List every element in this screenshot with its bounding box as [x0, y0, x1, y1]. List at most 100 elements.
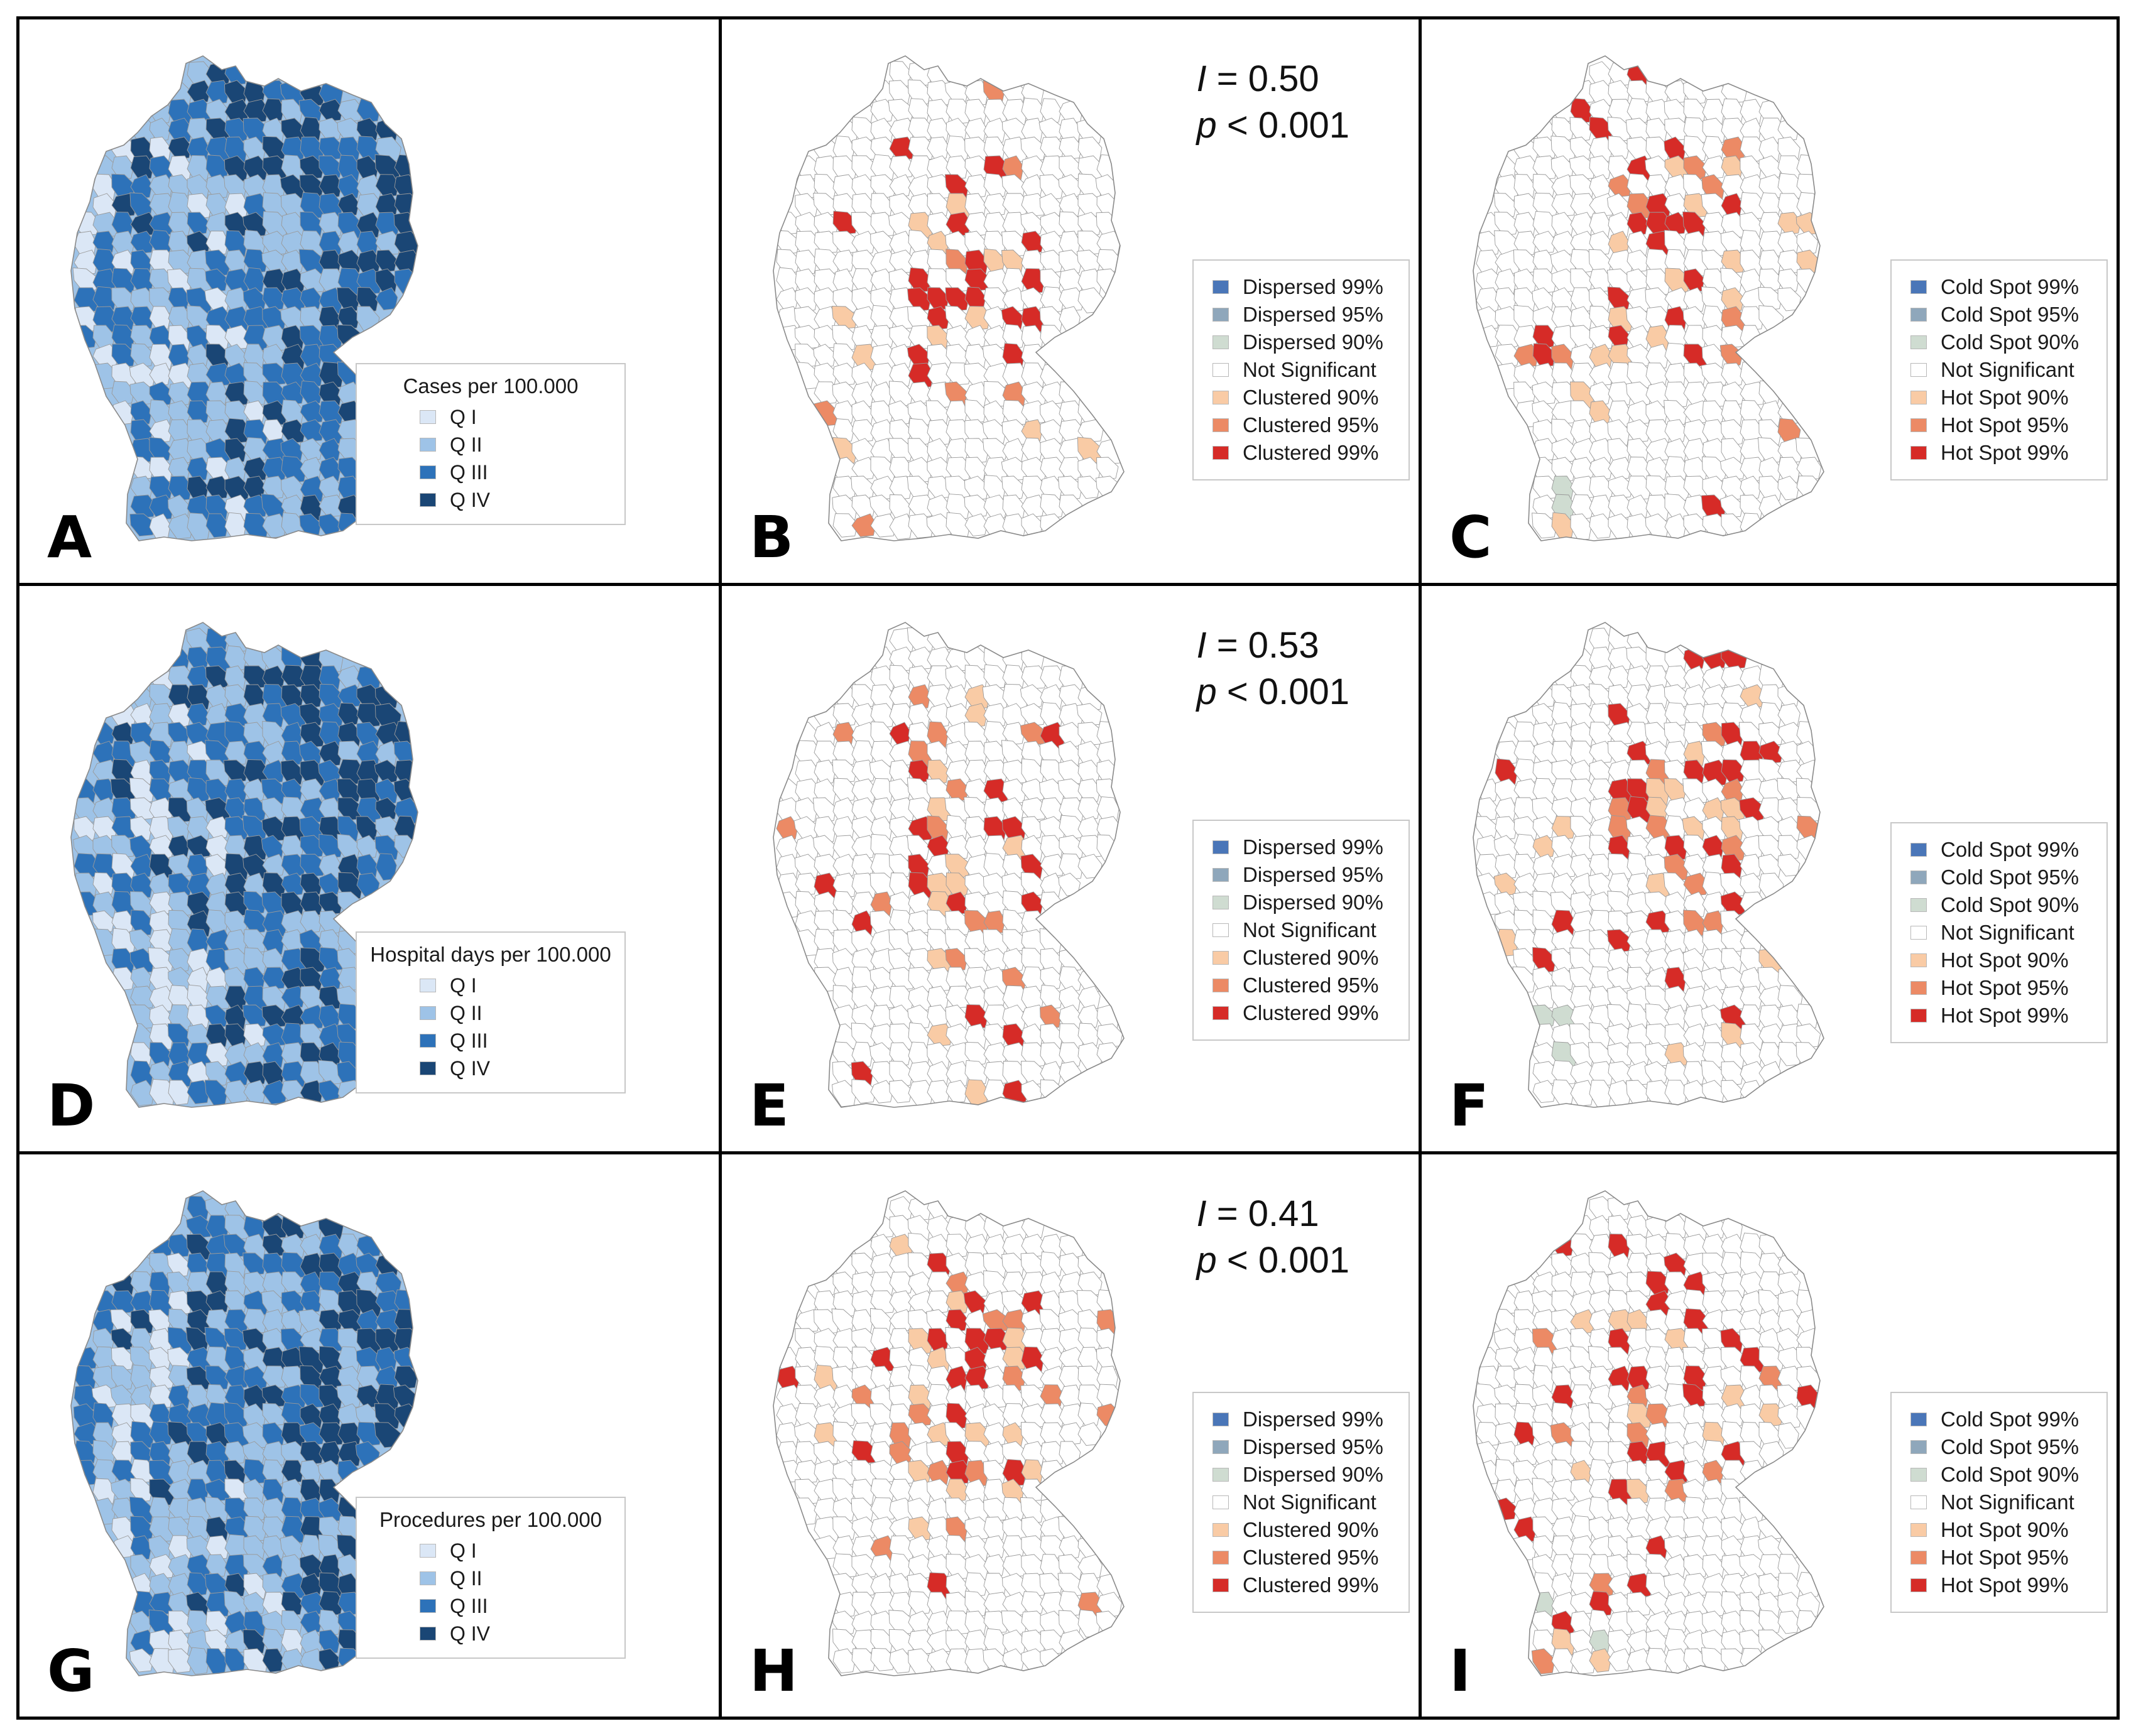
legend-label: Dispersed 95%	[1243, 303, 1383, 326]
district	[1683, 1061, 1706, 1086]
district	[149, 306, 171, 330]
district	[319, 381, 342, 407]
legend-label: Hot Spot 95%	[1941, 1546, 2069, 1569]
district	[832, 400, 855, 425]
legend-item: Dispersed 90%	[1212, 889, 1409, 916]
legend-swatch	[1212, 1440, 1229, 1454]
district	[298, 99, 323, 122]
district-cells	[773, 56, 1124, 541]
district	[1495, 854, 1518, 879]
district	[983, 948, 1008, 971]
district	[1551, 967, 1575, 991]
district	[1683, 1422, 1706, 1449]
district	[776, 1403, 798, 1427]
district	[1721, 287, 1745, 312]
district	[1077, 778, 1101, 803]
legend-title: Hospital days per 100.000	[370, 943, 611, 966]
legend-swatch	[1910, 926, 1927, 940]
legend-swatch	[1212, 923, 1229, 937]
district	[927, 1460, 950, 1486]
district	[1551, 684, 1574, 708]
district	[1040, 948, 1063, 975]
district	[1606, 268, 1633, 293]
district	[1627, 1252, 1650, 1278]
district	[1570, 1460, 1592, 1484]
germany-choropleth	[70, 55, 422, 541]
panel-letter: I	[1449, 1637, 1471, 1705]
district	[243, 381, 267, 406]
district	[832, 1497, 856, 1522]
district	[1021, 797, 1048, 821]
district	[1002, 797, 1025, 823]
district	[337, 306, 360, 330]
legend-label: Clustered 90%	[1243, 386, 1379, 409]
district	[1702, 99, 1725, 126]
district	[187, 155, 210, 182]
district	[168, 1234, 191, 1258]
district	[1077, 212, 1102, 237]
district	[851, 1648, 876, 1672]
district	[261, 797, 286, 822]
district	[1777, 1384, 1800, 1408]
district	[300, 268, 327, 293]
i-symbol: I	[1196, 1193, 1207, 1234]
district	[1570, 513, 1592, 541]
district	[1683, 872, 1709, 896]
legend-item: Hot Spot 95%	[1910, 974, 2106, 1002]
legend-title: Procedures per 100.000	[379, 1508, 602, 1531]
legend-swatch	[1910, 1523, 1927, 1537]
legend-label: Cold Spot 95%	[1941, 303, 2079, 326]
district	[187, 174, 210, 200]
district	[205, 174, 230, 199]
p-value: < 0.001	[1226, 105, 1349, 146]
legend-swatch	[1910, 418, 1927, 432]
district	[243, 1592, 266, 1615]
district	[92, 872, 115, 896]
district	[851, 1079, 876, 1104]
legend-label: Dispersed 99%	[1243, 835, 1383, 859]
district	[1059, 1422, 1083, 1445]
legend-item-q4: Q IV	[357, 1055, 624, 1092]
i-value: = 0.53	[1216, 625, 1319, 666]
p-value-line: p < 0.001	[1196, 1237, 1349, 1284]
legend-item-q2: Q II	[357, 1565, 624, 1592]
district	[130, 400, 153, 426]
district	[1532, 816, 1555, 839]
district	[982, 419, 1006, 445]
district	[869, 1308, 892, 1333]
district	[129, 1648, 154, 1673]
district	[1664, 1347, 1686, 1372]
district	[1664, 722, 1687, 748]
district	[908, 684, 931, 710]
district	[1664, 815, 1686, 840]
district	[300, 1610, 322, 1634]
legend-label: Q II	[450, 1001, 482, 1024]
district	[888, 438, 913, 462]
district	[130, 343, 155, 367]
district-cells	[1473, 56, 1824, 541]
district	[945, 305, 969, 330]
district	[356, 835, 379, 859]
legend-swatch	[1910, 446, 1927, 460]
district	[1589, 457, 1613, 480]
district	[1589, 1309, 1611, 1335]
district	[1551, 854, 1577, 878]
district	[1664, 948, 1686, 973]
district	[1002, 323, 1025, 349]
district	[1589, 778, 1613, 801]
district	[1683, 287, 1706, 313]
district	[187, 1516, 210, 1541]
district	[1020, 703, 1047, 726]
map-hospital-days-local-moran	[747, 611, 1149, 1126]
grid-divider-v2	[1419, 16, 1422, 1720]
district	[205, 1554, 227, 1578]
district	[1740, 475, 1762, 500]
legend-swatch	[1910, 1009, 1927, 1023]
legend-label: Cold Spot 95%	[1941, 1435, 2079, 1458]
district	[1627, 212, 1648, 236]
district	[851, 1554, 878, 1578]
district	[337, 1234, 359, 1257]
panel-G: Procedures per 100.000 Q I Q II Q III Q …	[19, 1154, 719, 1717]
district	[1627, 684, 1651, 710]
legend-item: Cold Spot 95%	[1910, 301, 2106, 328]
